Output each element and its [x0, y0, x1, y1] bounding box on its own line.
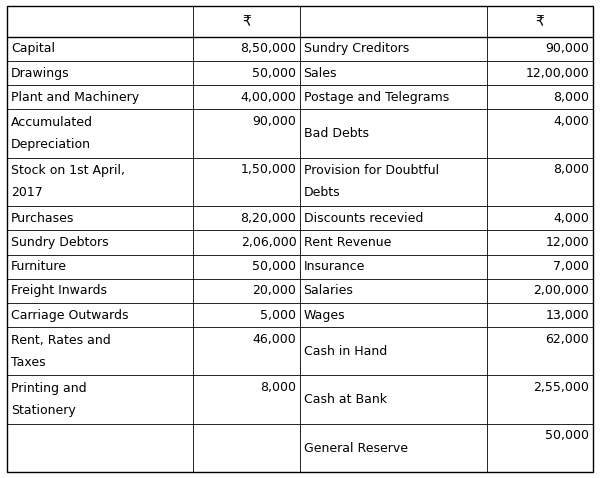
Text: 4,00,000: 4,00,000 — [241, 91, 296, 104]
Text: 50,000: 50,000 — [253, 260, 296, 273]
Text: Rent, Rates and: Rent, Rates and — [11, 334, 110, 347]
Text: Debts: Debts — [304, 186, 340, 199]
Text: Stationery: Stationery — [11, 404, 76, 417]
Text: Freight Inwards: Freight Inwards — [11, 284, 107, 297]
Text: 90,000: 90,000 — [545, 43, 589, 55]
Text: Sales: Sales — [304, 66, 337, 80]
Text: Carriage Outwards: Carriage Outwards — [11, 308, 128, 322]
Text: Cash at Bank: Cash at Bank — [304, 393, 386, 406]
Text: 2,55,000: 2,55,000 — [533, 381, 589, 394]
Text: 90,000: 90,000 — [253, 115, 296, 128]
Text: 50,000: 50,000 — [545, 429, 589, 443]
Text: 2,06,000: 2,06,000 — [241, 236, 296, 249]
Text: 46,000: 46,000 — [253, 333, 296, 346]
Text: Capital: Capital — [11, 43, 55, 55]
Text: Salaries: Salaries — [304, 284, 353, 297]
Text: Rent Revenue: Rent Revenue — [304, 236, 391, 249]
Text: 8,50,000: 8,50,000 — [241, 43, 296, 55]
Text: Wages: Wages — [304, 308, 345, 322]
Text: Purchases: Purchases — [11, 212, 74, 225]
Text: Taxes: Taxes — [11, 356, 46, 369]
Text: 13,000: 13,000 — [545, 308, 589, 322]
Text: 8,000: 8,000 — [260, 381, 296, 394]
Text: 4,000: 4,000 — [553, 115, 589, 128]
Text: Sundry Creditors: Sundry Creditors — [304, 43, 409, 55]
Text: General Reserve: General Reserve — [304, 442, 407, 455]
Text: 2,00,000: 2,00,000 — [533, 284, 589, 297]
Text: Plant and Machinery: Plant and Machinery — [11, 91, 139, 104]
Text: Provision for Doubtful: Provision for Doubtful — [304, 164, 439, 177]
Text: Cash in Hand: Cash in Hand — [304, 345, 387, 358]
Text: 12,000: 12,000 — [545, 236, 589, 249]
Text: Postage and Telegrams: Postage and Telegrams — [304, 91, 449, 104]
Text: 5,000: 5,000 — [260, 308, 296, 322]
Text: Bad Debts: Bad Debts — [304, 127, 368, 140]
Text: ₹: ₹ — [242, 14, 251, 28]
Text: 4,000: 4,000 — [553, 212, 589, 225]
Text: 8,000: 8,000 — [553, 91, 589, 104]
Text: 8,000: 8,000 — [553, 163, 589, 176]
Text: Printing and: Printing and — [11, 382, 86, 395]
Text: 2017: 2017 — [11, 186, 43, 199]
Text: 1,50,000: 1,50,000 — [241, 163, 296, 176]
Text: Depreciation: Depreciation — [11, 138, 91, 151]
Text: 20,000: 20,000 — [253, 284, 296, 297]
Text: 12,00,000: 12,00,000 — [526, 66, 589, 80]
Text: Furniture: Furniture — [11, 260, 67, 273]
Text: Drawings: Drawings — [11, 66, 70, 80]
Text: 7,000: 7,000 — [553, 260, 589, 273]
Text: 8,20,000: 8,20,000 — [241, 212, 296, 225]
Text: Discounts recevied: Discounts recevied — [304, 212, 423, 225]
Text: 62,000: 62,000 — [545, 333, 589, 346]
Text: Insurance: Insurance — [304, 260, 365, 273]
Text: 50,000: 50,000 — [253, 66, 296, 80]
Text: ₹: ₹ — [536, 14, 544, 28]
Text: Sundry Debtors: Sundry Debtors — [11, 236, 109, 249]
Text: Stock on 1st April,: Stock on 1st April, — [11, 164, 125, 177]
Text: Accumulated: Accumulated — [11, 116, 93, 129]
